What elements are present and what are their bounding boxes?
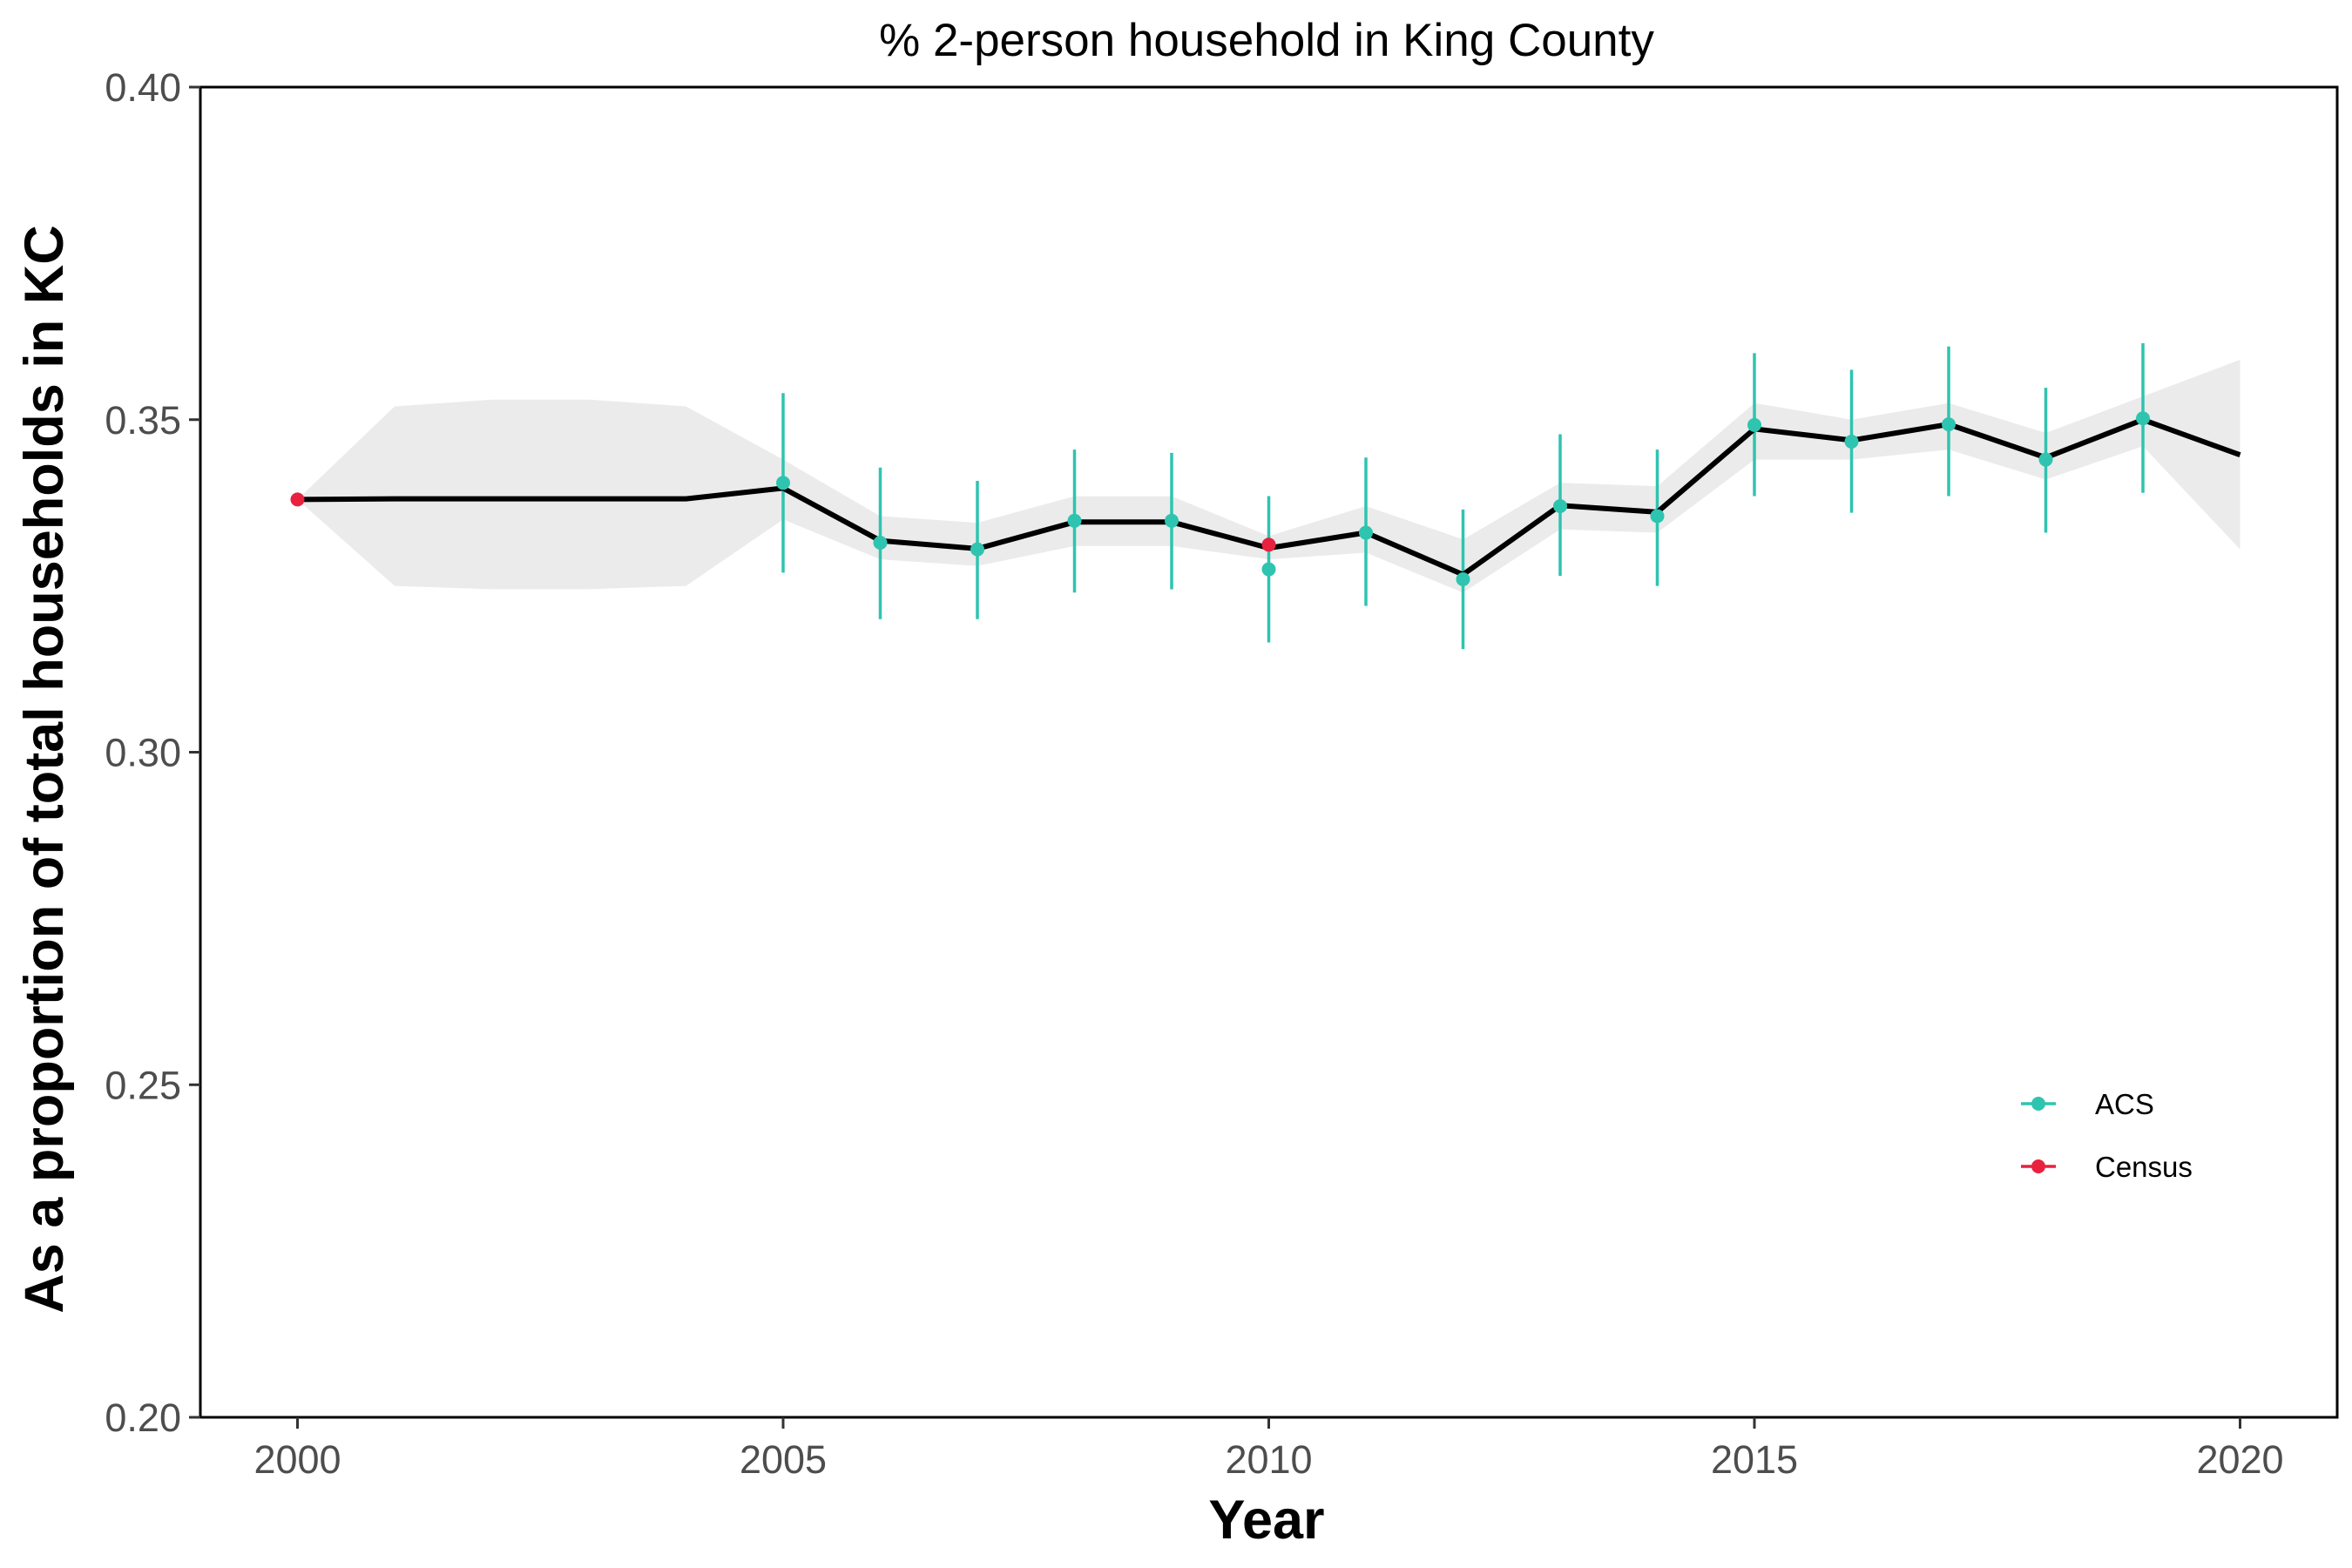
chart-title: % 2-person household in King County — [879, 15, 1654, 66]
legend-label-acs: ACS — [2095, 1088, 2154, 1120]
legend: ACS Census — [2021, 1088, 2193, 1183]
x-tick-label: 2010 — [1225, 1437, 1312, 1482]
acs-point — [2038, 452, 2053, 467]
legend-key-point-census — [2031, 1159, 2045, 1173]
x-tick-label: 2015 — [1711, 1437, 1798, 1482]
y-tick-label: 0.35 — [105, 398, 181, 443]
acs-point — [1942, 417, 1956, 432]
x-tick-label: 2020 — [2196, 1437, 2283, 1482]
acs-point — [1067, 513, 1082, 528]
acs-point — [1747, 417, 1761, 432]
acs-point — [873, 535, 888, 550]
x-tick-label: 2000 — [253, 1437, 341, 1482]
y-tick-label: 0.20 — [105, 1396, 181, 1440]
acs-point — [1650, 509, 1665, 524]
point-layer — [290, 411, 2150, 586]
census-point — [290, 492, 305, 507]
acs-point — [1359, 525, 1373, 540]
y-axis-title: As a proportion of total households in K… — [14, 225, 75, 1313]
acs-point — [2136, 411, 2150, 426]
legend-label-census: Census — [2095, 1151, 2193, 1183]
acs-point — [970, 542, 984, 557]
y-axis: 0.20 0.25 0.30 0.35 0.40 — [105, 65, 200, 1440]
y-tick-label: 0.40 — [105, 65, 181, 110]
x-tick-label: 2005 — [740, 1437, 827, 1482]
x-axis-title: Year — [1208, 1490, 1324, 1551]
y-tick-label: 0.30 — [105, 731, 181, 775]
acs-point — [1844, 434, 1859, 449]
acs-point — [776, 476, 790, 490]
census-point — [1261, 537, 1276, 552]
acs-point — [1553, 499, 1567, 514]
acs-point — [1165, 513, 1179, 528]
acs-point — [1456, 571, 1470, 586]
legend-key-point-acs — [2031, 1097, 2045, 1111]
acs-point — [1261, 562, 1276, 577]
y-tick-label: 0.25 — [105, 1063, 181, 1107]
x-axis: 2000 2005 2010 2015 2020 — [253, 1417, 2284, 1482]
